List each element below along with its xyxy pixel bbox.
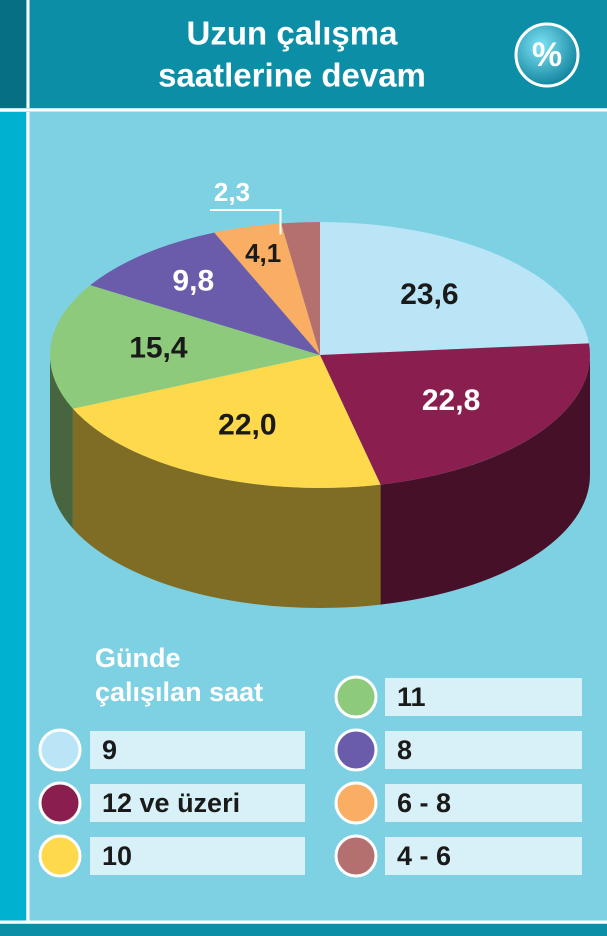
legend-label: 6 - 8 (397, 788, 451, 818)
data-label: 4,1 (245, 238, 281, 268)
legend-box (90, 784, 305, 822)
header-background (0, 0, 607, 108)
side-stripe (0, 112, 26, 922)
footer-bar (0, 924, 607, 936)
legend-swatch (334, 781, 378, 825)
legend-box (385, 837, 582, 875)
data-label: 22,8 (422, 384, 480, 417)
legend-swatch (38, 781, 82, 825)
legend-swatch (334, 675, 378, 719)
legend-swatch (334, 728, 378, 772)
data-label: 15,4 (129, 331, 188, 364)
pie-slice (90, 232, 320, 355)
leader-line (210, 209, 282, 235)
legend-title: Günde (95, 643, 181, 673)
data-label: 9,8 (172, 264, 214, 297)
legend-label: 11 (397, 682, 426, 712)
legend-title: çalışılan saat (95, 677, 263, 707)
header-stripe (0, 0, 26, 108)
legend-box (385, 784, 582, 822)
legend-swatch (38, 728, 82, 772)
badge-text: % (532, 36, 562, 74)
pie-slice (49, 285, 320, 409)
pie-side (380, 355, 590, 605)
legend-swatch (334, 834, 378, 878)
pie-slice (214, 223, 320, 355)
title-line: saatlerine devam (158, 57, 426, 94)
legend-label: 12 ve üzeri (102, 788, 240, 818)
title-line: Uzun çalışma (187, 15, 399, 52)
pie-slice (320, 343, 590, 485)
legend-box (385, 731, 582, 769)
legend-label: 9 (102, 735, 117, 765)
badge-circle (514, 22, 580, 88)
legend-label: 8 (397, 735, 412, 765)
data-label: 2,3 (214, 177, 250, 207)
pie-slice (281, 222, 320, 355)
pie-slice (72, 355, 381, 488)
legend-swatch (38, 834, 82, 878)
data-label: 23,6 (400, 278, 458, 311)
pie-side (50, 355, 73, 529)
legend-box (90, 837, 305, 875)
legend-box (90, 731, 305, 769)
legend-box (385, 678, 582, 716)
pie-side (72, 408, 381, 608)
pie-slice (320, 222, 589, 355)
legend-label: 10 (102, 841, 132, 871)
data-label: 22,0 (218, 408, 276, 441)
legend-label: 4 - 6 (397, 841, 451, 871)
